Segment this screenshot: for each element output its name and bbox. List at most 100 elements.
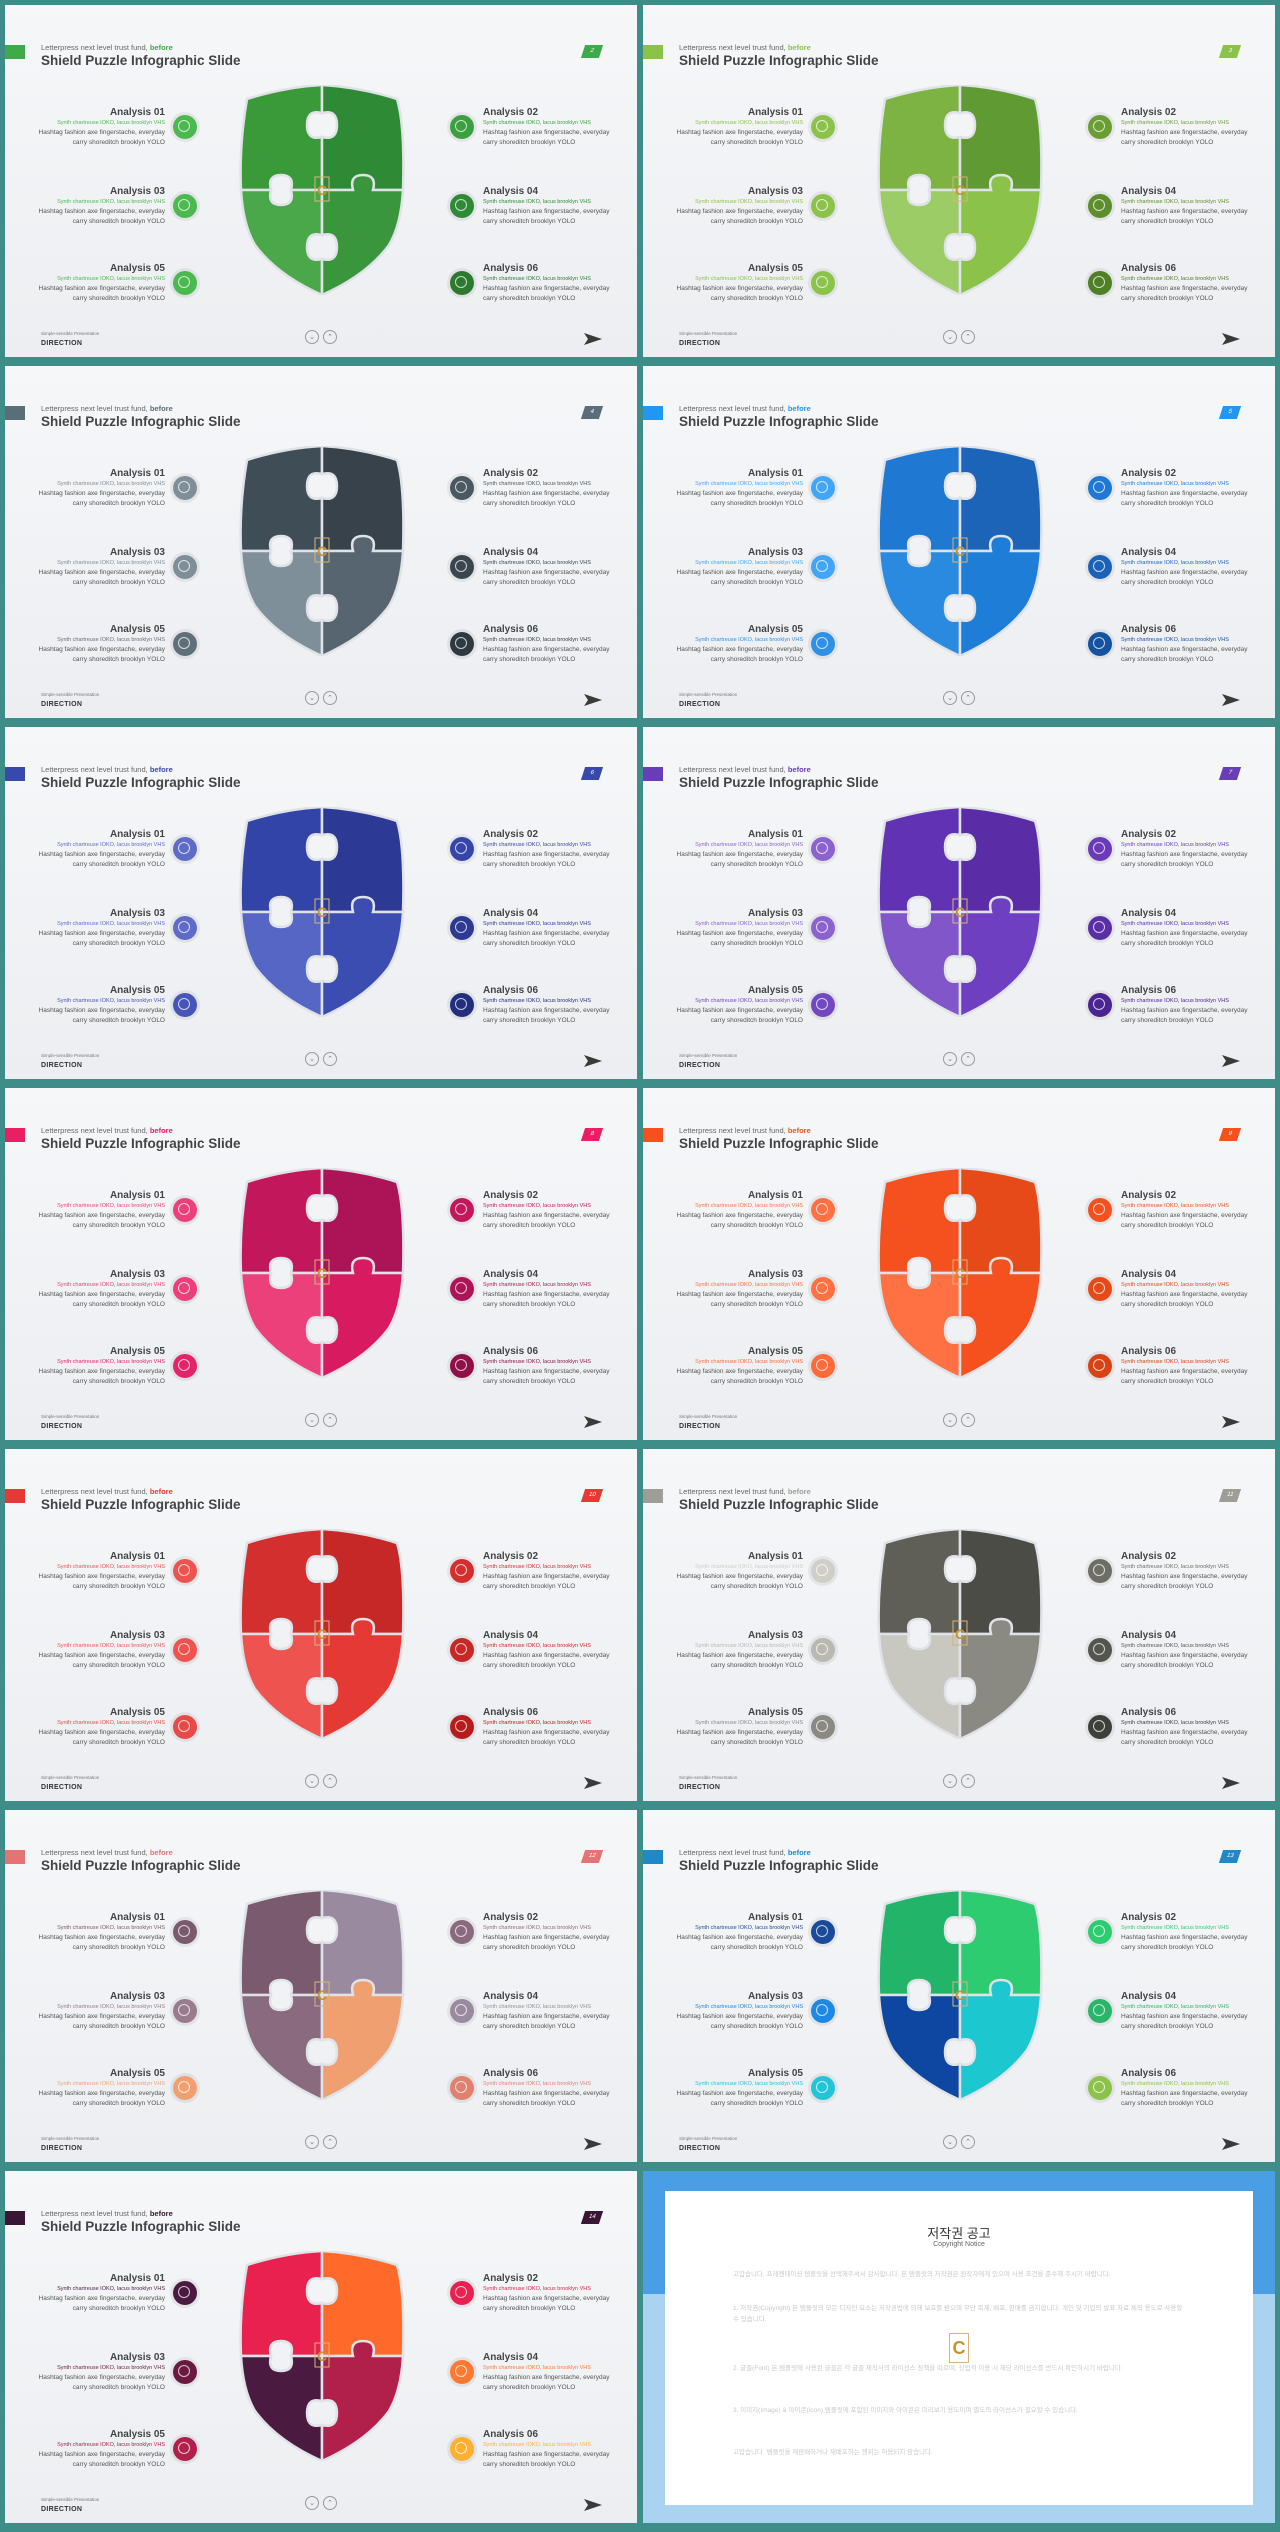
chevron-down-icon[interactable]: ⌄: [305, 691, 319, 705]
chevron-down-icon[interactable]: ⌄: [943, 1413, 957, 1427]
chevron-down-icon[interactable]: ⌄: [943, 1774, 957, 1788]
slide-thumbnail[interactable]: Letterpress next level trust fund, befor…: [5, 727, 637, 1079]
check-circle-icon: [1093, 481, 1105, 493]
analysis-title: Analysis 06: [483, 2068, 539, 2079]
chevron-up-icon[interactable]: ⌃: [961, 2135, 975, 2149]
analysis-title: Analysis 02: [1121, 829, 1177, 840]
item-marker-2: [450, 1198, 474, 1222]
chevron-down-icon[interactable]: ⌄: [305, 1774, 319, 1788]
slide-thumbnail[interactable]: Letterpress next level trust fund, befor…: [5, 5, 637, 357]
chevron-down-icon[interactable]: ⌄: [305, 1413, 319, 1427]
chevron-up-icon[interactable]: ⌃: [323, 330, 337, 344]
chevron-up-icon[interactable]: ⌃: [323, 1413, 337, 1427]
slide-thumbnail[interactable]: Letterpress next level trust fund, befor…: [643, 366, 1275, 718]
lead-highlight: before: [787, 1487, 811, 1496]
item-marker-1: [173, 837, 197, 861]
paper-plane-icon[interactable]: [583, 1053, 603, 1069]
paper-plane-icon[interactable]: [583, 2136, 603, 2152]
slide-thumbnail[interactable]: Letterpress next level trust fund, befor…: [5, 2171, 637, 2523]
analysis-item-2: Analysis 02 Synth chartreuse IOKO, lacus …: [1121, 1190, 1251, 1231]
paper-plane-icon[interactable]: [1221, 1414, 1241, 1430]
shield-piece-1: [877, 446, 962, 553]
chevron-up-icon[interactable]: ⌃: [323, 2496, 337, 2510]
check-circle-icon: [178, 2081, 190, 2093]
slide-thumbnail[interactable]: Letterpress next level trust fund, befor…: [643, 727, 1275, 1079]
analysis-subtitle: Synth chartreuse IOKO, lacus brooklyn VH…: [57, 1720, 165, 1726]
slide-title: Shield Puzzle Infographic Slide: [41, 1497, 241, 1512]
check-circle-icon: [455, 842, 467, 854]
lead-text-body: Letterpress next level trust fund,: [41, 1487, 150, 1496]
item-marker-1: [173, 1198, 197, 1222]
paper-plane-icon[interactable]: [583, 692, 603, 708]
check-circle-icon: [455, 481, 467, 493]
copyright-slide[interactable]: 저작권 공고 Copyright Notice 고맙습니다. 프레젠테이션 템플…: [643, 2171, 1275, 2523]
chevron-up-icon[interactable]: ⌃: [961, 330, 975, 344]
paper-plane-icon[interactable]: [1221, 1775, 1241, 1791]
chevron-up-icon[interactable]: ⌃: [961, 1413, 975, 1427]
analysis-item-6: Analysis 06 Synth chartreuse IOKO, lacus …: [483, 2068, 613, 2109]
chevron-up-icon[interactable]: ⌃: [323, 1774, 337, 1788]
analysis-title: Analysis 03: [109, 186, 165, 197]
item-marker-2: [450, 837, 474, 861]
check-circle-icon: [455, 120, 467, 132]
chevron-down-icon[interactable]: ⌄: [305, 1052, 319, 1066]
page-number-badge: 14: [580, 2211, 604, 2224]
shield-piece-3: [877, 910, 962, 1017]
chevron-up-icon[interactable]: ⌃: [323, 2135, 337, 2149]
paper-plane-icon[interactable]: [583, 331, 603, 347]
analysis-item-2: Analysis 02 Synth chartreuse IOKO, lacus …: [1121, 1551, 1251, 1592]
slide-thumbnail[interactable]: Letterpress next level trust fund, befor…: [643, 5, 1275, 357]
slide-thumbnail[interactable]: Letterpress next level trust fund, befor…: [643, 1810, 1275, 2162]
analysis-title: Analysis 04: [1121, 1991, 1177, 2002]
paper-plane-shape: [1222, 1055, 1240, 1067]
paper-plane-icon[interactable]: [583, 1775, 603, 1791]
check-circle-icon: [816, 2004, 828, 2016]
slide-thumbnail[interactable]: Letterpress next level trust fund, befor…: [5, 366, 637, 718]
chevron-down-icon[interactable]: ⌄: [943, 1052, 957, 1066]
slide-thumbnail[interactable]: Letterpress next level trust fund, befor…: [5, 1449, 637, 1801]
analysis-body: Hashtag fashion axe fingerstache, everyd…: [483, 2090, 610, 2107]
analysis-body: Hashtag fashion axe fingerstache, everyd…: [676, 1007, 803, 1024]
paper-plane-icon[interactable]: [1221, 2136, 1241, 2152]
analysis-subtitle: Synth chartreuse IOKO, lacus brooklyn VH…: [57, 921, 165, 927]
analysis-title: Analysis 03: [747, 547, 803, 558]
analysis-body: Hashtag fashion axe fingerstache, everyd…: [1121, 1934, 1248, 1951]
paper-plane-icon[interactable]: [1221, 331, 1241, 347]
analysis-subtitle: Synth chartreuse IOKO, lacus brooklyn VH…: [1121, 1359, 1229, 1365]
chevron-down-icon[interactable]: ⌄: [305, 330, 319, 344]
shield-puzzle-graphic: C: [877, 1529, 1043, 1739]
analysis-item-4: Analysis 04 Synth chartreuse IOKO, lacus …: [483, 908, 613, 949]
chevron-down-icon[interactable]: ⌄: [943, 330, 957, 344]
analysis-subtitle: Synth chartreuse IOKO, lacus brooklyn VH…: [1121, 921, 1229, 927]
analysis-subtitle: Synth chartreuse IOKO, lacus brooklyn VH…: [483, 1359, 591, 1365]
analysis-body: Hashtag fashion axe fingerstache, everyd…: [676, 1291, 803, 1308]
slide-thumbnail[interactable]: Letterpress next level trust fund, befor…: [5, 1088, 637, 1440]
chevron-down-icon[interactable]: ⌄: [943, 691, 957, 705]
check-circle-icon: [1093, 199, 1105, 211]
chevron-up-icon[interactable]: ⌃: [961, 691, 975, 705]
item-marker-4: [450, 916, 474, 940]
chevron-down-icon[interactable]: ⌄: [305, 2496, 319, 2510]
chevron-down-icon[interactable]: ⌄: [943, 2135, 957, 2149]
chevron-down-icon[interactable]: ⌄: [305, 2135, 319, 2149]
slide-thumbnail[interactable]: Letterpress next level trust fund, befor…: [5, 1810, 637, 2162]
paper-plane-icon[interactable]: [583, 2497, 603, 2513]
chevron-up-icon[interactable]: ⌃: [323, 691, 337, 705]
analysis-title: Analysis 06: [483, 1346, 539, 1357]
paper-plane-icon[interactable]: [1221, 1053, 1241, 1069]
shield-piece-3: [239, 1271, 324, 1378]
paper-plane-icon[interactable]: [583, 1414, 603, 1430]
chevron-up-icon[interactable]: ⌃: [323, 1052, 337, 1066]
item-marker-1: [173, 1920, 197, 1944]
chevron-up-icon[interactable]: ⌃: [961, 1052, 975, 1066]
analysis-body: Hashtag fashion axe fingerstache, everyd…: [38, 129, 165, 146]
item-marker-6: [450, 2437, 474, 2461]
page-number-badge: 4: [580, 406, 604, 419]
shield-puzzle-graphic: C: [239, 85, 405, 295]
slide-thumbnail[interactable]: Letterpress next level trust fund, befor…: [643, 1088, 1275, 1440]
paper-plane-icon[interactable]: [1221, 692, 1241, 708]
slide-thumbnail[interactable]: Letterpress next level trust fund, befor…: [643, 1449, 1275, 1801]
analysis-item-2: Analysis 02 Synth chartreuse IOKO, lacus …: [483, 107, 613, 148]
chevron-up-icon[interactable]: ⌃: [961, 1774, 975, 1788]
analysis-title: Analysis 04: [483, 547, 539, 558]
